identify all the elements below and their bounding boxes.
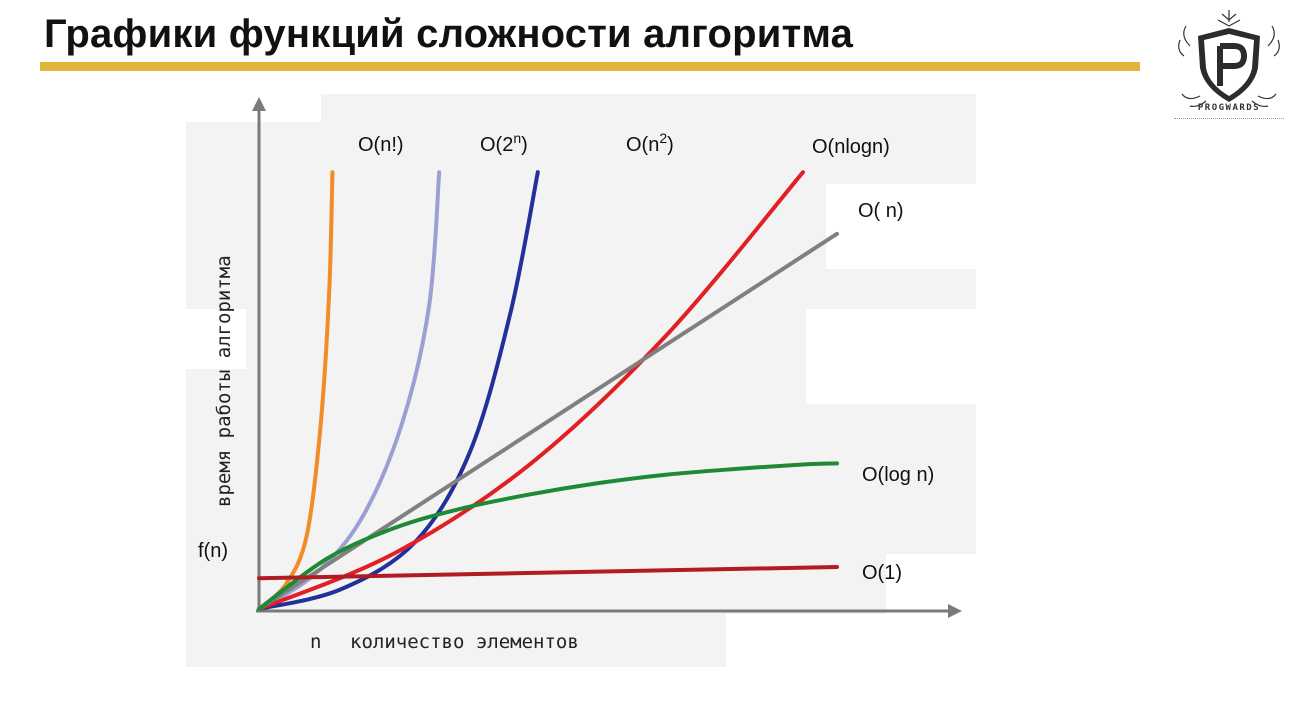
series-line-3 [257,170,805,611]
series-label-5: O(log n) [862,464,934,486]
logo-text: PROGWARDS [1197,103,1261,113]
y-axis-marker: f(n) [198,540,228,562]
shield-p-logo-icon [1178,10,1280,108]
series-line-6 [257,565,839,581]
x-axis-title: количество элементов [350,631,579,653]
series-label-2: O(n2) [626,130,674,156]
slide-title: Графики функций сложности алгоритма [44,12,854,56]
series-label-1: O(2n) [480,130,528,156]
series-label-4: O( n) [858,200,904,222]
title-underline [40,62,1140,71]
x-axis-marker: n [310,631,321,653]
series-line-2 [257,170,540,611]
series-label-0: O(n!) [358,134,404,156]
series-label-6: O(1) [862,562,902,584]
series-label-3: O(nlogn) [812,136,890,158]
series-line-5 [257,461,839,611]
logo-tagline-line [1174,118,1284,122]
series-line-0 [257,170,335,611]
y-axis-title: время работы алгоритма [213,255,235,507]
series-line-4 [257,231,839,611]
